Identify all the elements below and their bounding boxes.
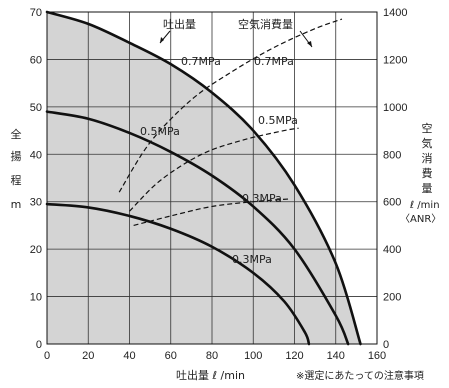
y-right-unit: ℓ /min	[410, 200, 440, 211]
x-tick-label: 60	[165, 350, 177, 362]
y-right-label-char: 消	[422, 151, 433, 165]
y-right-tick-label: 1400	[383, 7, 407, 19]
x-axis-label: 吐出量 ℓ /min	[176, 368, 245, 382]
y-left-tick-label: 70	[30, 7, 42, 19]
x-tick-label: 100	[244, 350, 262, 362]
air-label-0.7: 0.7MPa	[254, 55, 294, 68]
x-tick-label: 140	[327, 350, 345, 362]
x-tick-label: 40	[123, 350, 135, 362]
y-right-label-char: 費	[422, 166, 433, 180]
y-right-label-char: 量	[422, 182, 433, 195]
x-tick-label: 120	[285, 350, 303, 362]
discharge-curves	[45, 10, 362, 346]
x-tick-label: 160	[368, 350, 386, 362]
y-left-tick-label: 60	[30, 54, 42, 66]
x-tick-label: 80	[206, 350, 218, 362]
x-tick-label: 20	[82, 350, 94, 362]
discharge-label-0.3: 0.3MPa	[232, 253, 272, 266]
y-right-unit2: 〈ANR〉	[400, 213, 441, 225]
x-tick-label: 0	[44, 350, 50, 362]
left-tick-labels: 0 10 20 30 40 50 60 70	[30, 7, 42, 351]
y-left-tick-label: 10	[30, 292, 42, 304]
operating-area-shading	[47, 12, 361, 344]
y-left-tick-label: 40	[30, 149, 42, 161]
air-label-0.5: 0.5MPa	[258, 114, 298, 127]
plot-frame	[46, 11, 378, 345]
y-right-tick-label: 0	[383, 339, 389, 351]
chart-labels: 0.7MPa 0.7MPa0.5MPa0.5MPa0.3MPa0.3MPa吐出量空…	[11, 17, 442, 382]
y-left-label-char: 揚	[11, 150, 22, 163]
air-label-0.3: 0.3MPa	[242, 192, 282, 205]
air-consumption-curves	[118, 18, 343, 227]
y-right-tick-label: 200	[383, 292, 401, 304]
y-right-tick-label: 400	[383, 244, 401, 256]
legend-air-arrow	[307, 41, 312, 47]
discharge-curve-0.7MPa	[45, 10, 362, 346]
y-left-tick-label: 50	[30, 102, 42, 114]
air-curve-0.7MPa	[118, 18, 343, 193]
legend-discharge-label: 吐出量	[163, 17, 196, 31]
y-right-tick-label: 1200	[383, 54, 407, 66]
air-curve-0.3MPa	[133, 198, 291, 227]
y-right-tick-label: 800	[383, 149, 401, 161]
discharge-curve-0.3MPa	[45, 202, 311, 346]
y-left-label-char: 程	[11, 174, 22, 187]
legend-air-label: 空気消費量	[238, 17, 293, 31]
y-right-label-char: 気	[422, 136, 433, 150]
y-left-tick-label: 20	[30, 244, 42, 256]
discharge-label-0.5: 0.5MPa	[140, 125, 180, 138]
right-tick-labels: 0 200 400 600 800 1000 1200 1400	[383, 7, 407, 351]
air-curve-0.5MPa	[129, 127, 299, 212]
y-right-tick-label: 600	[383, 197, 401, 209]
x-tick-labels: 0 20 40 60 80 100 120 140 160	[44, 350, 386, 362]
y-left-label-char: 全	[11, 127, 22, 141]
y-left-label-char: m	[11, 198, 22, 211]
grid-lines	[47, 12, 377, 344]
y-left-tick-label: 30	[30, 197, 42, 209]
discharge-label-0.7: 0.7MPa	[181, 55, 221, 68]
y-right-label-char: 空	[422, 121, 433, 135]
y-left-tick-label: 0	[36, 339, 42, 351]
legend-discharge-arrow	[160, 37, 164, 43]
footnote: ※選定にあたっての注意事項	[296, 369, 424, 382]
discharge-curve-0.5MPa	[45, 110, 350, 346]
shaded-region	[47, 12, 361, 344]
y-right-tick-label: 1000	[383, 102, 407, 114]
